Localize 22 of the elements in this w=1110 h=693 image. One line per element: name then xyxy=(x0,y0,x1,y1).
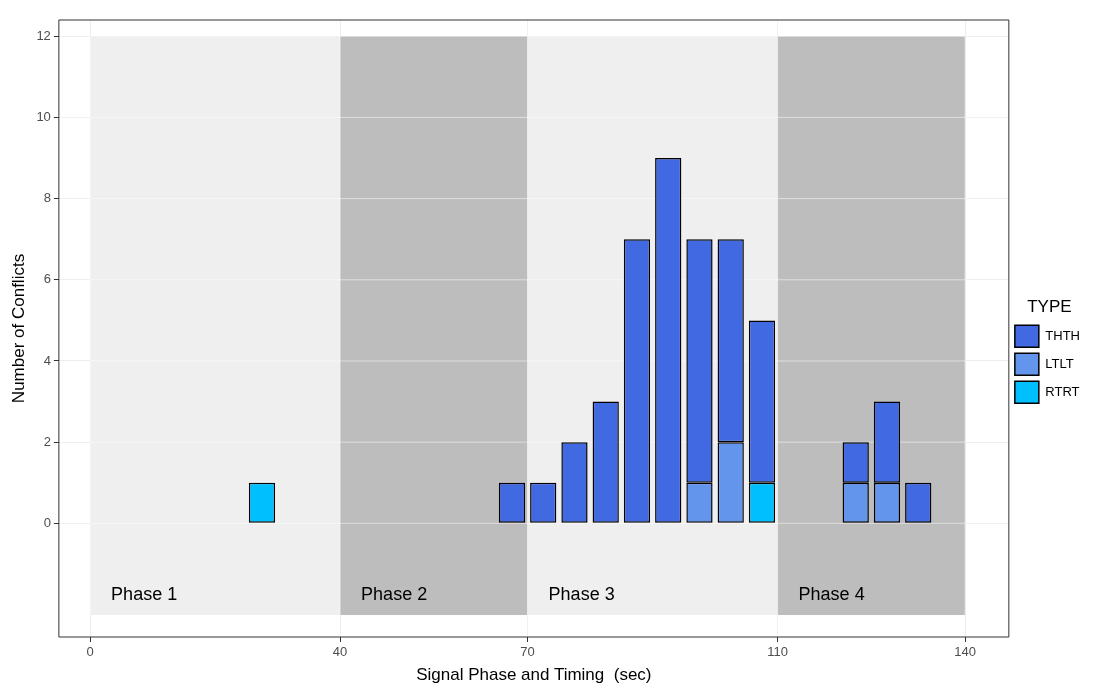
y-tick-label: 12 xyxy=(36,27,51,43)
band-label: Phase 2 xyxy=(361,583,428,604)
y-tick-label: 2 xyxy=(43,433,51,449)
band-label: Phase 3 xyxy=(548,583,615,604)
x-tick-label: 40 xyxy=(332,644,348,660)
x-tick-label: 110 xyxy=(767,644,788,660)
y-tick-label: 0 xyxy=(43,514,51,530)
x-tick-label: 140 xyxy=(954,644,976,660)
x-tick-label: 0 xyxy=(86,644,94,660)
x-axis-title: Signal Phase and Timing (sec) xyxy=(416,665,652,685)
x-tick-label: 70 xyxy=(520,644,535,660)
y-tick-label: 10 xyxy=(36,109,51,124)
band-label: Phase 4 xyxy=(798,583,865,604)
legend-label: LTLT xyxy=(1045,355,1074,371)
y-axis-title: Number of Conflicts xyxy=(8,253,28,404)
y-tick-label: 8 xyxy=(43,190,51,206)
legend-label: RTRT xyxy=(1045,383,1080,399)
legend-label: THTH xyxy=(1045,327,1081,343)
y-tick-label: 4 xyxy=(43,352,51,368)
band-label: Phase 1 xyxy=(111,583,178,604)
legend-title: TYPE xyxy=(1027,296,1072,316)
y-tick-label: 6 xyxy=(43,271,51,287)
